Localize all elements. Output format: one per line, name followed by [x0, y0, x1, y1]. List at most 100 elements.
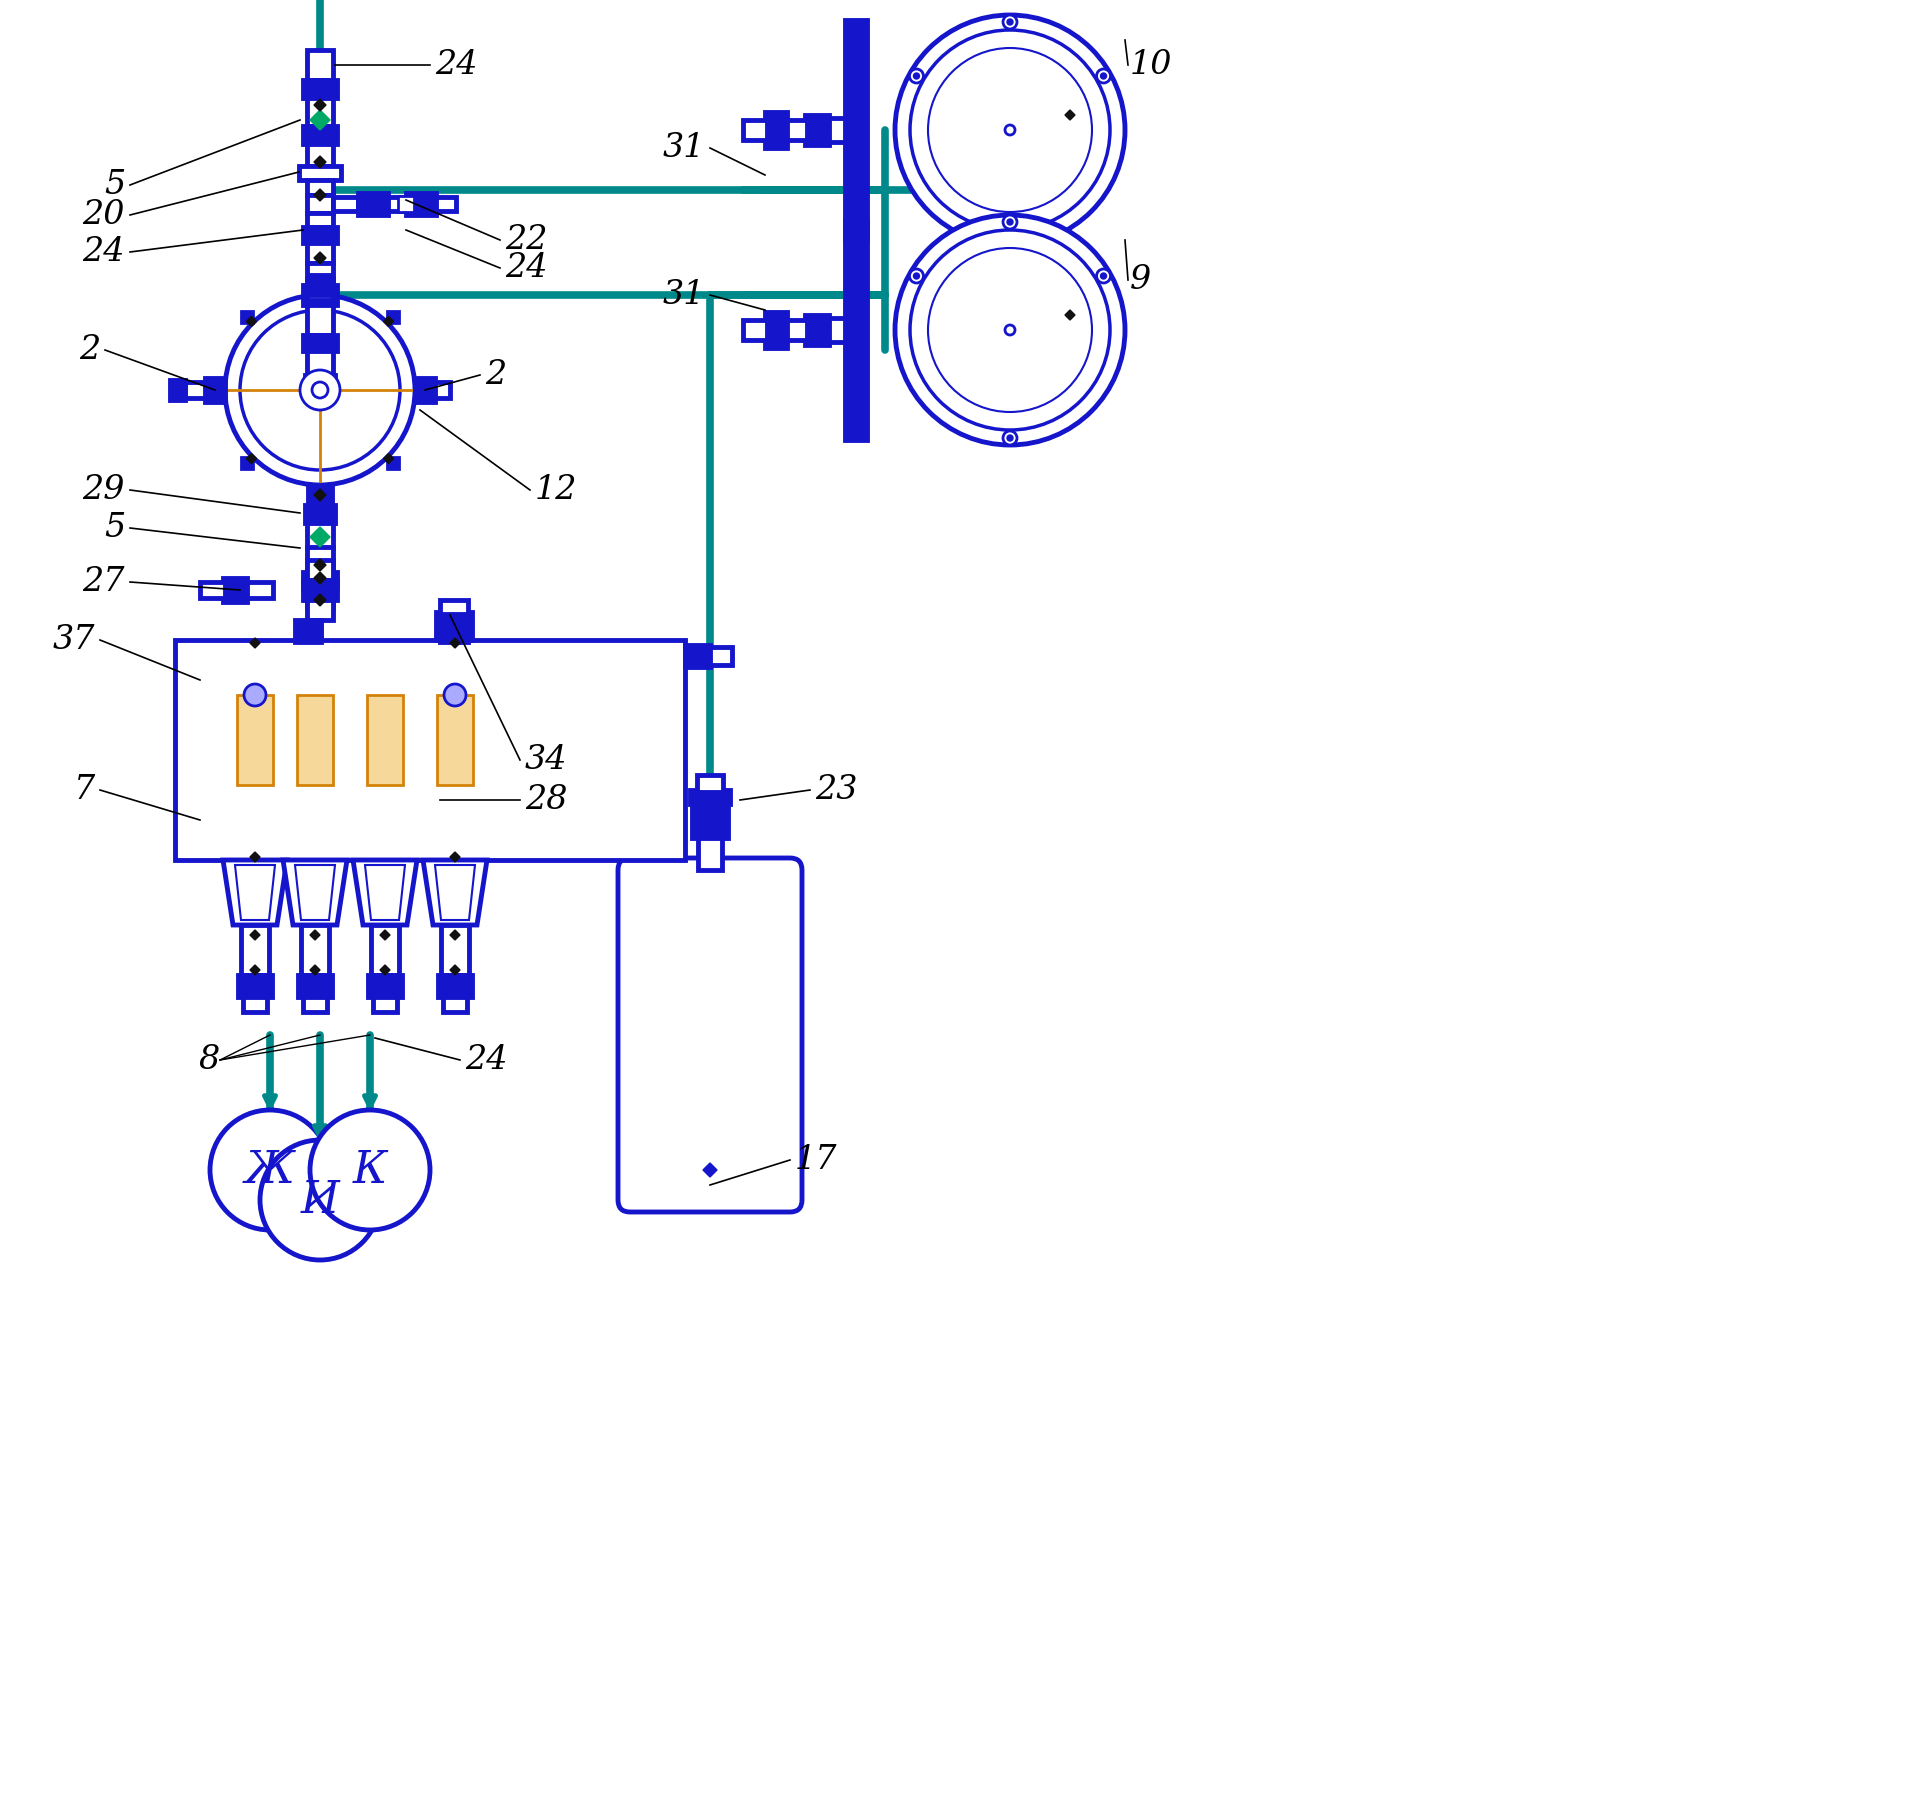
- Bar: [200, 581, 225, 597]
- Bar: [296, 619, 321, 643]
- Bar: [743, 119, 766, 141]
- Circle shape: [244, 684, 267, 706]
- Bar: [444, 996, 467, 1013]
- Polygon shape: [703, 1162, 716, 1177]
- Polygon shape: [250, 852, 259, 863]
- Polygon shape: [449, 930, 461, 940]
- Text: Ж: Ж: [246, 1148, 296, 1191]
- Bar: [785, 319, 806, 339]
- Text: 34: 34: [524, 744, 568, 776]
- Bar: [184, 383, 205, 397]
- Bar: [307, 547, 332, 572]
- Circle shape: [914, 72, 920, 79]
- Bar: [804, 316, 829, 345]
- Polygon shape: [250, 930, 259, 940]
- Bar: [242, 457, 253, 469]
- Circle shape: [1006, 235, 1014, 242]
- Bar: [307, 195, 332, 213]
- Circle shape: [209, 1110, 330, 1229]
- Bar: [303, 572, 338, 588]
- Polygon shape: [1066, 110, 1075, 119]
- Circle shape: [444, 684, 467, 706]
- Bar: [372, 996, 397, 1013]
- Bar: [699, 838, 722, 870]
- Polygon shape: [234, 865, 275, 921]
- Polygon shape: [315, 155, 326, 168]
- Bar: [743, 319, 766, 339]
- Circle shape: [1096, 269, 1110, 283]
- Text: 23: 23: [814, 774, 858, 807]
- Polygon shape: [380, 966, 390, 975]
- Text: 24: 24: [436, 49, 478, 81]
- Polygon shape: [315, 489, 326, 502]
- Bar: [303, 285, 338, 305]
- Bar: [369, 975, 401, 996]
- Circle shape: [1004, 325, 1016, 336]
- Polygon shape: [315, 560, 326, 570]
- Polygon shape: [315, 190, 326, 200]
- Polygon shape: [449, 852, 461, 863]
- Text: 9: 9: [1131, 264, 1152, 296]
- Bar: [223, 578, 248, 603]
- Bar: [307, 350, 332, 379]
- Polygon shape: [353, 859, 417, 924]
- Bar: [386, 310, 399, 323]
- Bar: [242, 310, 253, 323]
- Bar: [307, 523, 332, 549]
- Circle shape: [309, 1110, 430, 1229]
- Bar: [236, 695, 273, 785]
- Text: 31: 31: [662, 132, 705, 164]
- Text: 5: 5: [104, 170, 125, 200]
- Bar: [440, 599, 468, 614]
- Circle shape: [315, 114, 326, 126]
- Bar: [303, 336, 338, 350]
- Circle shape: [895, 14, 1125, 245]
- Bar: [436, 197, 457, 211]
- Bar: [175, 641, 685, 859]
- Bar: [242, 924, 269, 975]
- Bar: [438, 975, 472, 996]
- Circle shape: [1002, 431, 1018, 446]
- Circle shape: [1004, 125, 1016, 135]
- Polygon shape: [315, 99, 326, 110]
- Polygon shape: [250, 966, 259, 975]
- Text: 2: 2: [486, 359, 507, 392]
- Bar: [415, 377, 436, 403]
- Text: 31: 31: [662, 280, 705, 310]
- Bar: [307, 144, 332, 166]
- Circle shape: [1002, 231, 1018, 245]
- Bar: [691, 800, 728, 838]
- Text: 20: 20: [83, 199, 125, 231]
- Text: 12: 12: [536, 475, 578, 505]
- Bar: [307, 180, 332, 195]
- Bar: [238, 975, 273, 996]
- Polygon shape: [315, 572, 326, 585]
- Polygon shape: [246, 453, 257, 464]
- Text: 24: 24: [505, 253, 547, 283]
- Text: 10: 10: [1131, 49, 1173, 81]
- Bar: [307, 588, 332, 608]
- Circle shape: [1100, 72, 1106, 79]
- Bar: [307, 51, 332, 79]
- Bar: [301, 924, 328, 975]
- Bar: [307, 274, 332, 294]
- Text: И: И: [301, 1179, 340, 1222]
- Polygon shape: [309, 930, 321, 940]
- Bar: [442, 924, 468, 975]
- Text: 37: 37: [52, 625, 94, 655]
- Polygon shape: [223, 859, 286, 924]
- Polygon shape: [449, 637, 461, 648]
- Circle shape: [1096, 69, 1110, 83]
- Text: 2: 2: [79, 334, 100, 366]
- Text: 5: 5: [104, 513, 125, 543]
- Circle shape: [1100, 273, 1106, 280]
- Circle shape: [927, 247, 1092, 412]
- Bar: [205, 377, 225, 403]
- Bar: [764, 112, 787, 148]
- Circle shape: [313, 383, 328, 397]
- Bar: [845, 20, 868, 240]
- Text: 22: 22: [505, 224, 547, 256]
- Polygon shape: [315, 594, 326, 606]
- Bar: [298, 695, 332, 785]
- Text: 8: 8: [200, 1043, 221, 1076]
